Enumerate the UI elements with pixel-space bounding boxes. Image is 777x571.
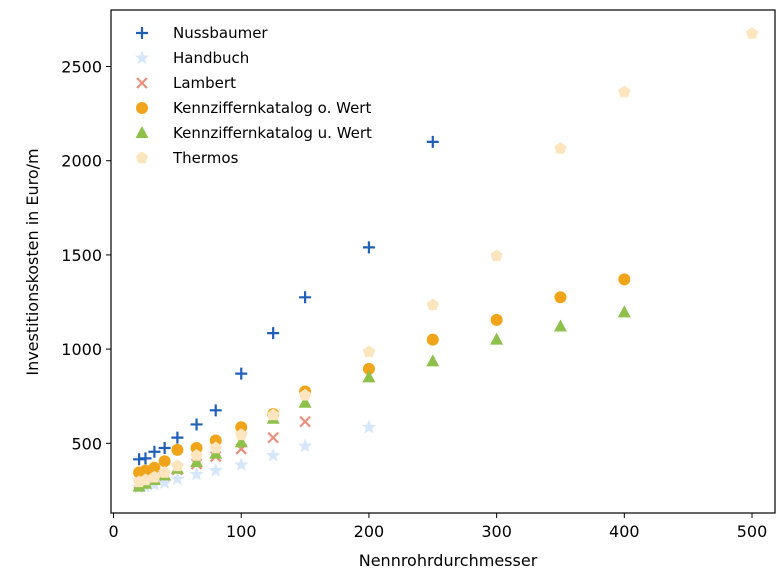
x-tick-label: 400 — [609, 522, 640, 541]
y-tick-label: 2000 — [61, 152, 102, 171]
data-point — [298, 388, 312, 401]
data-point — [190, 442, 203, 455]
data-point — [234, 457, 249, 472]
axes: 0 100 200 300 400 500 500 1000 1500 2000 2500 — [61, 58, 767, 541]
legend: Nussbaumer Handbuch Lambert Kennziffernkata… — [134, 24, 372, 167]
legend-item: Thermos — [135, 149, 239, 167]
plot-frame — [110, 9, 776, 514]
data-point — [297, 438, 313, 453]
data-point — [299, 291, 312, 304]
data-point — [618, 273, 631, 286]
legend-marker — [136, 102, 148, 114]
data-point — [490, 313, 503, 326]
data-point — [618, 85, 631, 98]
data-point — [426, 333, 439, 346]
data-point — [362, 241, 375, 254]
data-point — [361, 419, 377, 434]
y-tick-label: 2500 — [61, 58, 102, 77]
data-point — [171, 443, 184, 456]
plot-marks — [131, 27, 759, 494]
legend-label: Thermos — [172, 149, 239, 167]
data-point — [426, 135, 439, 148]
series-nussbaumer — [133, 135, 439, 466]
x-tick-label: 100 — [226, 522, 257, 541]
data-point — [209, 441, 222, 454]
data-point — [490, 249, 503, 262]
series-kennziffernkatalog-u-wert — [132, 305, 631, 492]
data-point — [148, 445, 161, 458]
y-tick-label: 1000 — [61, 340, 102, 359]
x-tick-label: 500 — [737, 522, 768, 541]
y-tick-label: 500 — [71, 434, 102, 453]
data-point — [490, 332, 504, 345]
data-point — [298, 395, 312, 408]
data-point — [158, 465, 171, 478]
data-point — [170, 471, 185, 486]
x-tick-label: 300 — [481, 522, 512, 541]
data-point — [299, 415, 311, 428]
data-point — [209, 434, 222, 447]
legend-label: Kennziffernkatalog u. Wert — [173, 124, 372, 142]
data-point — [554, 141, 567, 154]
data-point — [190, 455, 204, 468]
data-point — [189, 466, 204, 481]
legend-marker — [136, 27, 148, 39]
legend-label: Nussbaumer — [173, 24, 268, 42]
data-point — [139, 473, 152, 486]
legend-item: Lambert — [136, 74, 236, 92]
data-point — [234, 435, 248, 448]
legend-marker — [135, 126, 149, 138]
data-point — [554, 291, 567, 304]
series-thermos — [132, 27, 759, 488]
data-point — [139, 452, 152, 465]
data-point — [235, 421, 248, 434]
y-axis-title: Investitionskosten in Euro/m — [23, 148, 42, 375]
data-point — [190, 449, 203, 461]
legend-label: Lambert — [173, 74, 236, 92]
legend-item: Nussbaumer — [136, 24, 268, 42]
data-point — [190, 418, 203, 431]
legend-marker — [135, 151, 149, 164]
data-point — [157, 475, 172, 489]
data-point — [267, 431, 279, 444]
legend-item: Handbuch — [134, 49, 249, 67]
legend-label: Kennziffernkatalog o. Wert — [173, 99, 371, 117]
data-point — [266, 408, 280, 421]
data-point — [267, 327, 280, 340]
legend-marker — [136, 77, 148, 89]
data-point — [426, 298, 439, 311]
data-point — [745, 27, 759, 39]
data-point — [208, 463, 223, 477]
data-point — [148, 461, 161, 474]
data-point — [362, 362, 375, 375]
data-point — [235, 428, 248, 441]
y-tick-label: 1500 — [61, 246, 102, 265]
data-point — [171, 459, 184, 472]
x-tick-label: 200 — [354, 522, 385, 541]
data-point — [617, 305, 631, 318]
x-axis-title: Nennrohrdurchmesser — [359, 551, 538, 570]
series-kennziffernkatalog-o-wert — [133, 273, 631, 479]
legend-marker — [134, 50, 150, 65]
data-point — [362, 345, 376, 358]
data-point — [553, 319, 567, 332]
data-point — [158, 455, 171, 468]
data-point — [235, 367, 248, 380]
legend-label: Handbuch — [173, 49, 249, 67]
legend-item: Kennziffernkatalog o. Wert — [136, 99, 371, 117]
data-point — [266, 448, 281, 462]
data-point — [209, 404, 222, 417]
x-tick-label: 0 — [108, 522, 118, 541]
legend-item: Kennziffernkatalog u. Wert — [135, 124, 372, 142]
data-point — [148, 470, 161, 483]
data-point — [171, 431, 184, 444]
data-point — [362, 370, 376, 383]
data-point — [158, 442, 171, 455]
data-point — [426, 354, 440, 367]
